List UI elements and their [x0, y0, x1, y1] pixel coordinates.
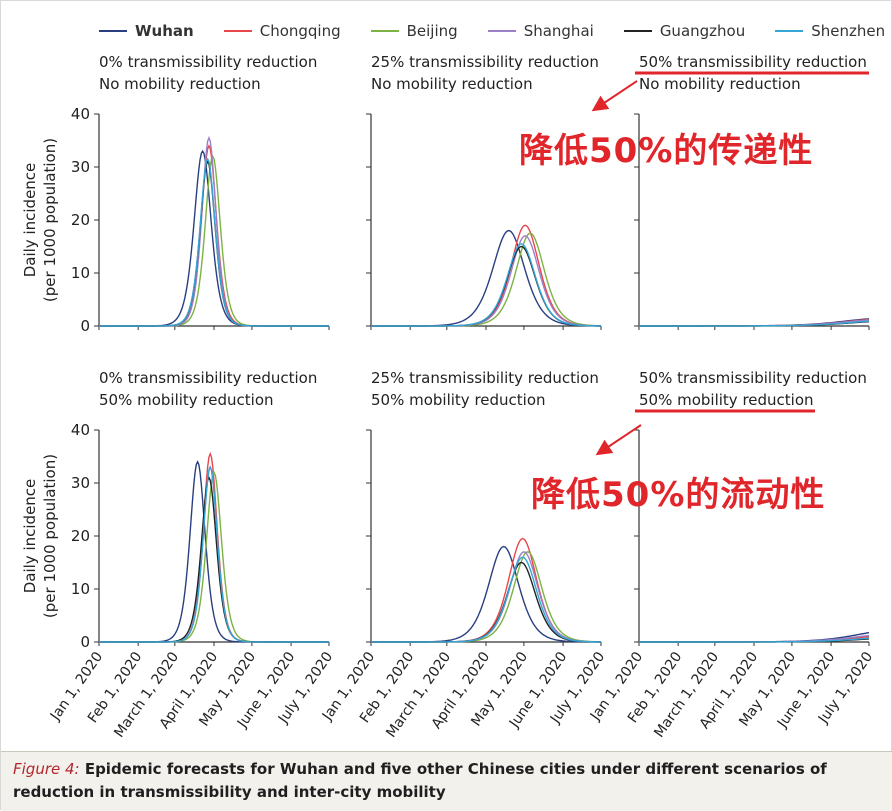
panel-2	[366, 113, 602, 330]
figure-caption: Figure 4: Epidemic forecasts for Wuhan a…	[1, 751, 892, 811]
y-axis-title: Daily incidence	[21, 163, 39, 278]
y-tick-label: 0	[80, 317, 90, 335]
series-line-shanghai	[371, 235, 602, 327]
series-line-shenzhen	[639, 320, 870, 327]
legend-item-shanghai: Shanghai	[487, 22, 594, 40]
panel-title-line2: No mobility reduction	[99, 75, 261, 93]
series-line-shenzhen	[639, 637, 870, 643]
panel-title-line1: 0% transmissibility reduction	[99, 369, 318, 387]
legend-label: Guangzhou	[659, 22, 746, 40]
legend-label: Shanghai	[523, 22, 594, 40]
caption-label: Figure 4:	[13, 760, 80, 778]
legend-item-beijing: Beijing	[370, 22, 458, 40]
series-line-chongqing	[371, 537, 602, 643]
panel-title: 50% transmissibility reduction 50% mobil…	[639, 367, 867, 411]
legend: Wuhan Chongqing Beijing Shanghai Guangzh…	[99, 19, 892, 43]
panel-1: 0 10 20 30 40	[71, 105, 330, 335]
y-tick-label: 20	[71, 527, 90, 545]
caption-text: Epidemic forecasts for Wuhan and five ot…	[13, 760, 827, 801]
y-tick-label: 30	[71, 474, 90, 492]
panel-title-line2: 50% mobility reduction	[639, 391, 814, 409]
legend-swatch	[775, 30, 804, 32]
panel-title-line1: 25% transmissibility reduction	[371, 53, 599, 71]
legend-item-chongqing: Chongqing	[223, 22, 341, 40]
panel-title-line2: No mobility reduction	[371, 75, 533, 93]
series-line-wuhan	[371, 229, 602, 327]
legend-swatch	[487, 30, 516, 32]
legend-swatch	[99, 30, 127, 32]
series-line-shanghai	[99, 135, 329, 327]
legend-swatch	[370, 30, 399, 32]
y-tick-label: 40	[71, 105, 90, 123]
panel-title-line2: No mobility reduction	[639, 75, 801, 93]
panel-3	[634, 113, 870, 330]
legend-label: Shenzhen	[811, 22, 886, 40]
y-tick-label: 30	[71, 158, 90, 176]
panel-title-line1: 50% transmissibility reduction	[639, 369, 867, 387]
series-line-guangzhou	[371, 245, 602, 327]
y-tick-label: 10	[71, 580, 90, 598]
series-line-shenzhen	[99, 465, 329, 643]
annotation-arrow-mobility	[595, 424, 642, 456]
panel-title-line2: 50% mobility reduction	[99, 391, 274, 409]
annotation-transmissibility: 降低50%的传递性	[519, 131, 814, 171]
annotation-mobility: 降低50%的流动性	[531, 475, 826, 515]
panel-title: 50% transmissibility reduction No mobili…	[639, 51, 867, 95]
series-line-shenzhen	[371, 556, 602, 643]
y-axis-title: Daily incidence	[21, 479, 39, 594]
legend-item-wuhan: Wuhan	[99, 22, 194, 40]
y-tick-label: 0	[80, 633, 90, 651]
panel-title-line2: 50% mobility reduction	[371, 391, 546, 409]
series-line-wuhan	[371, 545, 601, 643]
series-line-chongqing	[371, 224, 602, 327]
panel-title: 25% transmissibility reduction No mobili…	[371, 51, 599, 95]
legend-label: Beijing	[406, 22, 458, 40]
legend-item-shenzhen: Shenzhen	[775, 22, 885, 40]
series-line-shenzhen	[371, 243, 602, 327]
annotation-arrow-transmissibility	[591, 80, 638, 112]
series-line-guangzhou	[371, 561, 602, 643]
panel-title-line1: 0% transmissibility reduction	[99, 53, 318, 71]
legend-label: Chongqing	[259, 22, 341, 40]
y-tick-label: 20	[71, 211, 90, 229]
panel-title: 0% transmissibility reduction 50% mobili…	[99, 367, 317, 411]
series-line-beijing	[371, 232, 602, 327]
series-line-shenzhen	[99, 157, 329, 327]
series-line-shanghai	[371, 551, 602, 643]
legend-swatch	[223, 30, 252, 32]
legend-item-guangzhou: Guangzhou	[623, 22, 746, 40]
y-tick-label: 10	[71, 264, 90, 282]
y-axis-title-units: (per 1000 population)	[41, 138, 59, 302]
panel-title: 25% transmissibility reduction 50% mobil…	[371, 367, 599, 411]
legend-swatch	[623, 30, 652, 32]
series-line-beijing	[371, 551, 602, 643]
y-axis-title-units: (per 1000 population)	[41, 454, 59, 618]
y-tick-label: 40	[71, 421, 90, 439]
panel-title-line1: 25% transmissibility reduction	[371, 369, 599, 387]
legend-label: Wuhan	[135, 22, 194, 40]
panel-title-line1: 50% transmissibility reduction	[639, 53, 867, 71]
panel-title: 0% transmissibility reduction No mobilit…	[99, 51, 317, 95]
